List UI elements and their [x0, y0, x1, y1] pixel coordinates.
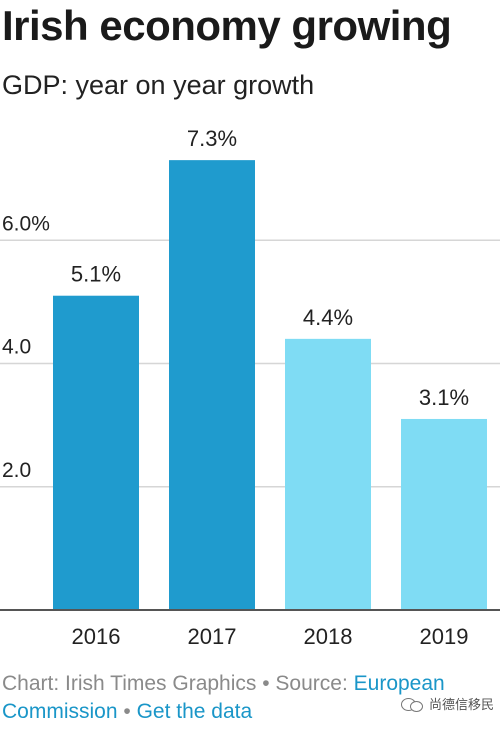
bar — [401, 418, 487, 610]
chart-subtitle: GDP: year on year growth — [2, 70, 315, 100]
bar-value-label: 4.4% — [303, 305, 353, 330]
get-data-link[interactable]: Get the data — [136, 700, 253, 723]
x-tick-label: 2018 — [304, 624, 353, 649]
source-link[interactable]: European Commission — [2, 672, 445, 723]
x-tick-label: 2017 — [188, 624, 237, 649]
footer-credit: Chart: Irish Times Graphics • Source: — [2, 672, 354, 695]
wechat-icon — [400, 697, 423, 712]
x-tick-label: 2019 — [420, 624, 469, 649]
chart-footer: Chart: Irish Times Graphics • Source: Eu… — [2, 670, 472, 726]
chart-title: Irish economy growing — [2, 2, 452, 49]
y-tick-label: 6.0% — [2, 212, 50, 235]
bar-value-label: 3.1% — [419, 385, 469, 410]
bar — [169, 160, 255, 610]
bar — [53, 295, 139, 610]
footer-separator: • — [117, 700, 137, 723]
watermark: 尚德信移民 — [400, 694, 494, 713]
bar — [285, 338, 371, 610]
watermark-text: 尚德信移民 — [428, 697, 494, 712]
bar-value-label: 7.3% — [187, 126, 237, 151]
y-tick-label: 4.0 — [2, 336, 31, 359]
x-tick-label: 2016 — [72, 624, 121, 649]
y-tick-label: 2.0 — [2, 459, 31, 482]
bar-chart: 2.0 4.0 6.0% 5.1% 2016 7.3% 2017 4.4% 2018 3.1% 20… — [0, 126, 500, 649]
bar-value-label: 5.1% — [71, 262, 121, 287]
